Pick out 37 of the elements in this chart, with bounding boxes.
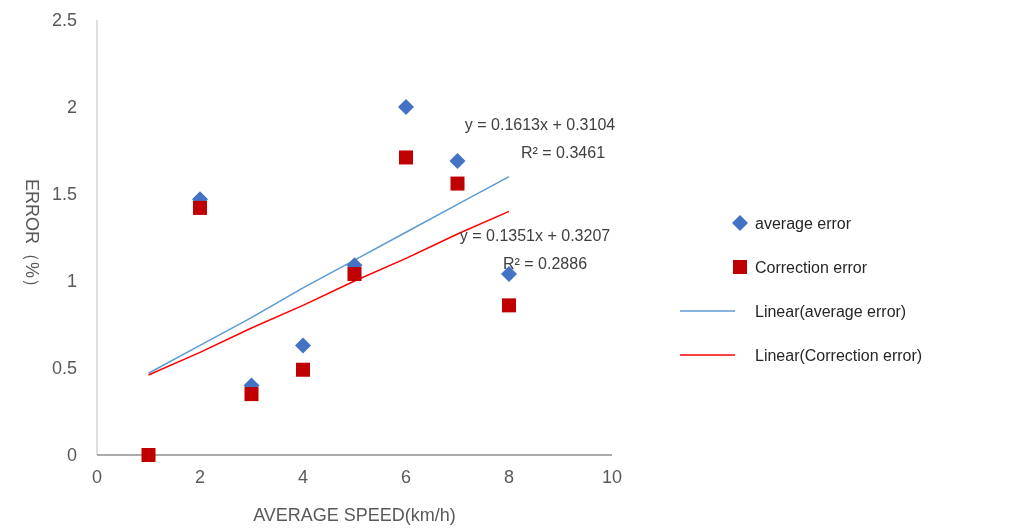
annotation: R² = 0.2886: [502, 255, 588, 272]
legend-item: average error: [732, 215, 852, 232]
legend-item: Linear(Correction error): [679, 347, 923, 364]
legend-label: Linear(Correction error): [755, 347, 923, 364]
point: [295, 337, 311, 354]
x-tick-label: 4: [297, 467, 309, 487]
legend-item: Correction error: [733, 259, 868, 276]
point: [244, 387, 259, 402]
point: [502, 298, 516, 313]
y-tick-label: 1.5: [51, 184, 77, 204]
legend-label: average error: [755, 215, 852, 232]
annotation: y = 0.1613x + 0.3104: [464, 116, 616, 133]
x-tick-label: 0: [91, 467, 103, 487]
point: [347, 267, 362, 282]
y-tick-label: 0: [66, 445, 77, 465]
y-axis-title: ERROR（%）: [22, 178, 42, 297]
x-axis-title: AVERAGE SPEED(km/h): [253, 505, 456, 525]
legend-item: Linear(average error): [679, 303, 907, 320]
x-tick-label: 2: [194, 467, 206, 487]
x-tick-label: 6: [400, 467, 412, 487]
annotation: y = 0.1351x + 0.3207: [459, 227, 611, 244]
y-tick-label: 2: [66, 97, 77, 117]
point: [398, 99, 414, 115]
y-tick-label: 2.5: [51, 10, 77, 30]
x-tick-label: 8: [503, 467, 515, 487]
point: [399, 150, 413, 165]
point: [141, 448, 156, 462]
point: [296, 362, 310, 377]
y-tick-label: 0.5: [51, 358, 77, 378]
point: [193, 200, 207, 215]
legend-label: Linear(average error): [755, 303, 907, 320]
x-tick-label: 10: [601, 467, 623, 487]
annotation: R² = 0.3461: [520, 144, 606, 161]
point: [450, 176, 465, 191]
point: [449, 152, 466, 169]
y-tick-label: 1: [66, 271, 77, 291]
legend-label: Correction error: [755, 259, 868, 276]
